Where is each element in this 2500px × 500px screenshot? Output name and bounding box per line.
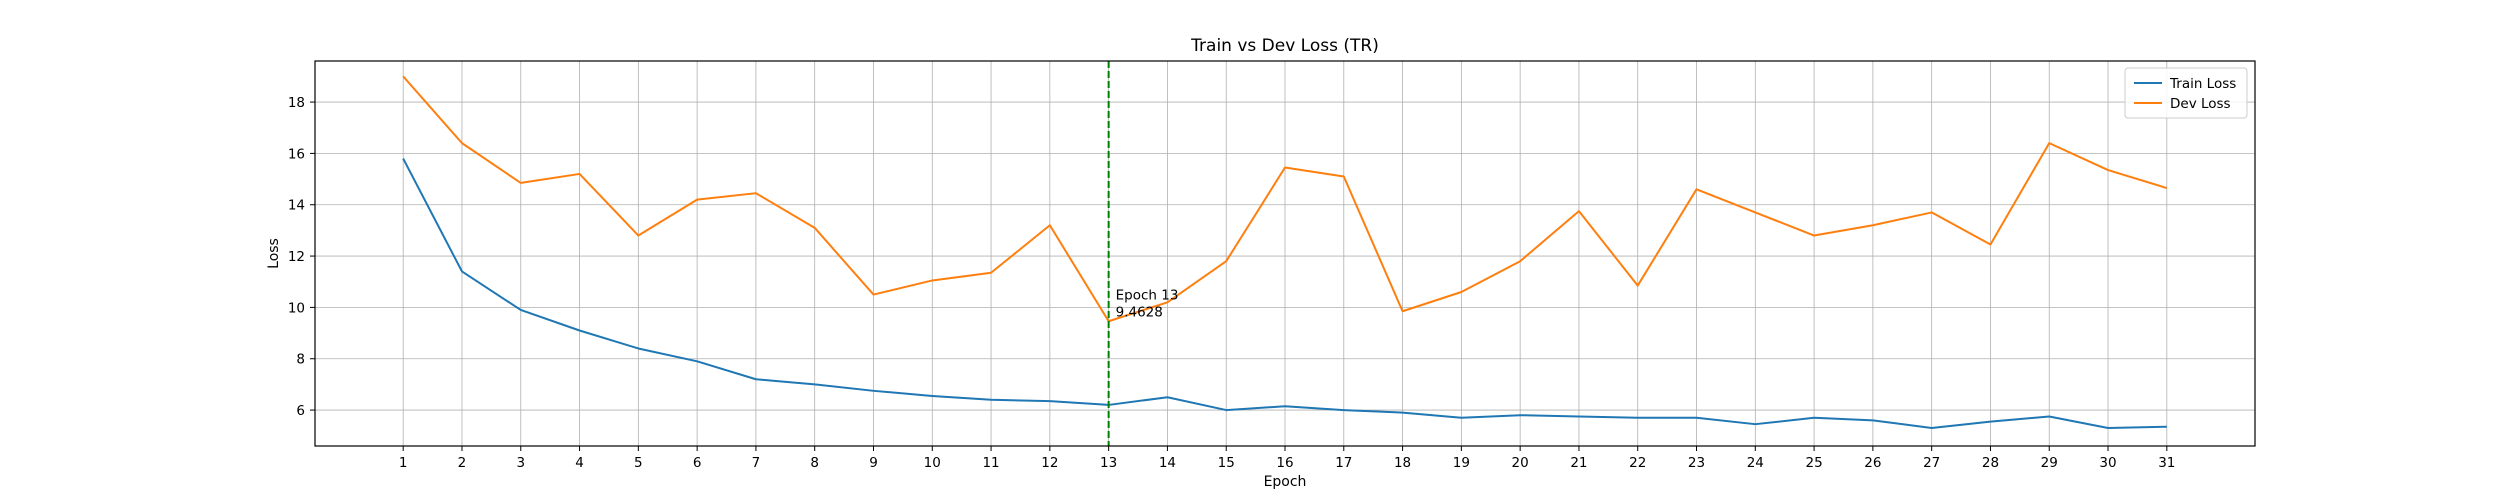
x-axis-ticks: 1 2 3 4 5 6 7 8 9 10 11 12 13 14 15 16 17 18 19 20 21 22 23 24 2… (399, 446, 2175, 471)
x-axis-label: Epoch (1264, 474, 1307, 490)
x-tick-label: 30 (2099, 455, 2116, 471)
x-tick-label: 25 (1805, 455, 1822, 471)
x-tick-label: 20 (1512, 455, 1529, 471)
legend: Train Loss Dev Loss (2124, 67, 2248, 119)
plot-series (402, 75, 2168, 430)
x-tick-label: 8 (810, 455, 819, 471)
x-tick-label: 15 (1218, 455, 1235, 471)
x-tick-label: 31 (2158, 455, 2175, 471)
x-tick-label: 22 (1629, 455, 1646, 471)
x-tick-label: 14 (1159, 455, 1176, 471)
x-tick-label: 10 (924, 455, 941, 471)
x-tick-label: 21 (1570, 455, 1587, 471)
series-line-dev-loss (402, 75, 2168, 323)
x-tick-label: 4 (575, 455, 584, 471)
legend-box (2124, 67, 2248, 119)
y-tick-label: 10 (288, 300, 305, 316)
x-tick-label: 6 (693, 455, 702, 471)
annotation-layer: Epoch 139.4628 (1107, 61, 1179, 446)
x-tick-label: 5 (634, 455, 643, 471)
x-tick-label: 17 (1335, 455, 1352, 471)
x-tick-label: 28 (1982, 455, 1999, 471)
x-tick-label: 23 (1688, 455, 1705, 471)
x-tick-label: 19 (1453, 455, 1470, 471)
y-axis-ticks: 6 8 10 12 14 16 18 (288, 95, 315, 419)
x-tick-label: 11 (982, 455, 999, 471)
x-tick-label: 1 (399, 455, 408, 471)
annotation-label: Epoch 13 (1116, 287, 1179, 303)
x-tick-label: 27 (1923, 455, 1940, 471)
grid-lines (315, 61, 2255, 446)
x-tick-label: 16 (1276, 455, 1293, 471)
y-tick-label: 16 (288, 146, 305, 162)
x-tick-label: 12 (1041, 455, 1058, 471)
x-tick-label: 29 (2041, 455, 2058, 471)
legend-label: Dev Loss (2170, 96, 2231, 112)
y-tick-label: 6 (296, 403, 305, 419)
x-tick-label: 9 (869, 455, 878, 471)
y-tick-label: 14 (288, 198, 305, 214)
y-tick-label: 18 (288, 95, 305, 111)
y-tick-label: 8 (296, 352, 305, 368)
y-tick-label: 12 (288, 249, 305, 265)
x-tick-label: 24 (1747, 455, 1764, 471)
x-tick-label: 3 (516, 455, 525, 471)
x-tick-label: 7 (752, 455, 761, 471)
chart-title: Train vs Dev Loss (TR) (1190, 36, 1379, 56)
x-tick-label: 2 (458, 455, 467, 471)
x-tick-label: 18 (1394, 455, 1411, 471)
annotation-label: 9.4628 (1116, 304, 1163, 320)
x-tick-label: 26 (1864, 455, 1881, 471)
legend-label: Train Loss (2169, 76, 2236, 92)
x-tick-label: 13 (1100, 455, 1117, 471)
y-axis-label: Loss (266, 238, 282, 269)
series-line-train-loss (402, 158, 2167, 430)
